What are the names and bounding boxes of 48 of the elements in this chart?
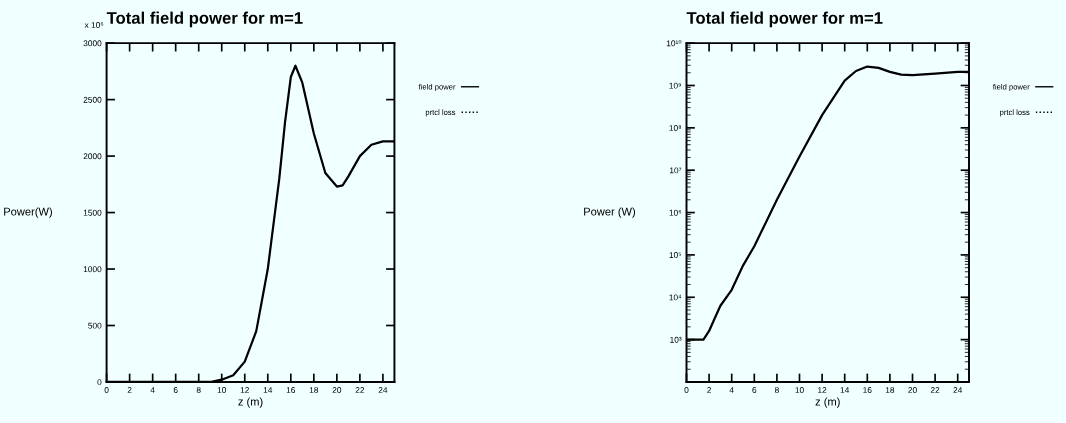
y-tick-label: 10⁵ <box>669 252 682 259</box>
chart-title: Total field power for m=1 <box>686 11 883 28</box>
x-tick-label: 2 <box>127 387 132 393</box>
x-tick-label: 24 <box>378 387 388 393</box>
x-tick-label: 24 <box>953 387 963 393</box>
x-tick-label: 0 <box>104 387 109 393</box>
y-tick-label: 0 <box>97 379 102 386</box>
x-tick-label: 12 <box>240 387 249 393</box>
y-tick-label: 2000 <box>83 153 102 160</box>
y-tick-label: 10⁶ <box>669 209 682 216</box>
x-tick-label: 16 <box>863 387 872 393</box>
x-tick-label: 18 <box>309 387 319 393</box>
y-tick-label: 10¹⁰ <box>666 39 682 47</box>
x-tick-label: 0 <box>684 387 689 393</box>
x-tick-label: 22 <box>355 387 365 393</box>
y-tick-label: 10⁴ <box>669 294 682 301</box>
x-tick-label: 16 <box>286 387 296 393</box>
y-tick-label: 10³ <box>670 336 682 343</box>
y-tick-label: 1500 <box>83 209 102 216</box>
x-tick-label: 6 <box>752 387 757 393</box>
x-tick-label: 14 <box>840 387 850 393</box>
x-tick-label: 10 <box>217 387 227 393</box>
y-tick-label: 3000 <box>83 40 102 47</box>
x-tick-label: 6 <box>173 387 178 393</box>
x-tick-label: 20 <box>908 387 917 393</box>
x-tick-label: 8 <box>196 387 201 393</box>
text: x 10⁶ <box>84 22 104 28</box>
x-tick-label: 4 <box>150 387 155 393</box>
x-tick-label: 12 <box>818 387 827 393</box>
y-axis-title: Power(W) <box>4 207 52 218</box>
y-tick-label: 2500 <box>83 96 102 103</box>
y-tick-label: 10⁷ <box>669 167 682 174</box>
chart-title: Total field power for m=1 <box>106 11 303 28</box>
x-axis-title: z (m) <box>815 397 840 408</box>
y-tick-label: 10⁹ <box>669 82 682 89</box>
x-tick-label: 10 <box>795 387 804 393</box>
y-tick-label: 1000 <box>83 266 102 273</box>
y-tick-label: 10⁸ <box>669 125 682 131</box>
x-axis-title: z (m) <box>238 397 263 408</box>
x-tick-label: 18 <box>885 387 895 393</box>
x-tick-label: 22 <box>930 387 940 393</box>
x-tick-label: 20 <box>332 387 342 393</box>
x-tick-label: 14 <box>263 387 273 393</box>
y-tick-label: 500 <box>88 322 102 329</box>
x-tick-label: 2 <box>707 387 711 393</box>
x-tick-label: 8 <box>774 387 779 393</box>
y-axis-title: Power (W) <box>584 207 636 218</box>
x-tick-label: 4 <box>729 387 734 393</box>
